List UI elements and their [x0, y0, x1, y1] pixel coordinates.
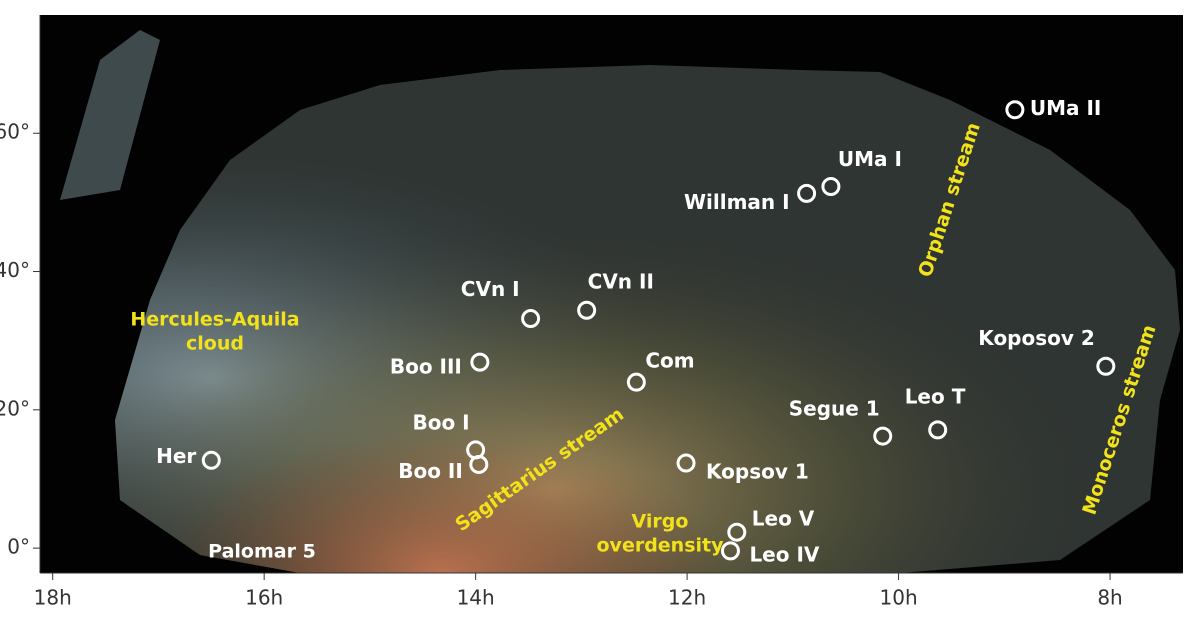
x-tick-label: 16h — [245, 586, 283, 610]
object-marker — [727, 522, 747, 542]
y-tick-label: 0° — [7, 535, 30, 559]
object-marker — [676, 453, 696, 473]
sky-footprint — [115, 65, 1180, 573]
object-label: Leo IV — [749, 542, 819, 566]
object-label: UMa I — [838, 147, 902, 171]
x-tick-label: 8h — [1097, 586, 1122, 610]
object-marker — [1005, 100, 1025, 120]
object-label: UMa II — [1030, 96, 1101, 120]
object-marker — [821, 176, 841, 196]
object-label: Kopsov 1 — [706, 460, 809, 484]
object-label: Com — [645, 349, 694, 373]
object-marker — [797, 183, 817, 203]
annotation: Virgo — [632, 511, 689, 533]
object-marker — [928, 420, 948, 440]
object-label: Boo II — [398, 459, 463, 483]
object-label: CVn I — [461, 277, 520, 301]
object-label: Boo I — [412, 410, 469, 434]
annotation: cloud — [186, 333, 244, 355]
object-marker — [470, 352, 490, 372]
object-label: Willman I — [684, 190, 790, 214]
object-label: Boo III — [390, 355, 462, 379]
object-marker — [626, 372, 646, 392]
object-label: Her — [156, 444, 196, 468]
annotation: overdensity — [597, 535, 725, 557]
x-tick-label: 10h — [880, 586, 918, 610]
object-marker — [720, 541, 740, 561]
y-tick-label: 60° — [0, 120, 30, 144]
object-label: Leo V — [752, 507, 815, 531]
x-tick-label: 14h — [457, 586, 495, 610]
object-marker — [521, 309, 541, 329]
y-tick-label: 40° — [0, 258, 30, 282]
annotation: Hercules-Aquila — [130, 309, 299, 331]
object-label: Segue 1 — [789, 397, 880, 421]
object-label: Leo T — [905, 384, 966, 408]
y-tick-label: 20° — [0, 396, 30, 420]
object-marker — [1096, 356, 1116, 376]
x-tick-label: 18h — [34, 586, 72, 610]
x-tick-label: 12h — [668, 586, 706, 610]
sky-strip — [60, 30, 160, 200]
object-marker — [201, 450, 221, 470]
object-label: CVn II — [588, 270, 654, 294]
object-marker — [873, 426, 893, 446]
annotation: Palomar 5 — [208, 541, 316, 563]
object-marker — [469, 454, 489, 474]
object-marker — [577, 300, 597, 320]
object-label: Koposov 2 — [978, 326, 1095, 350]
